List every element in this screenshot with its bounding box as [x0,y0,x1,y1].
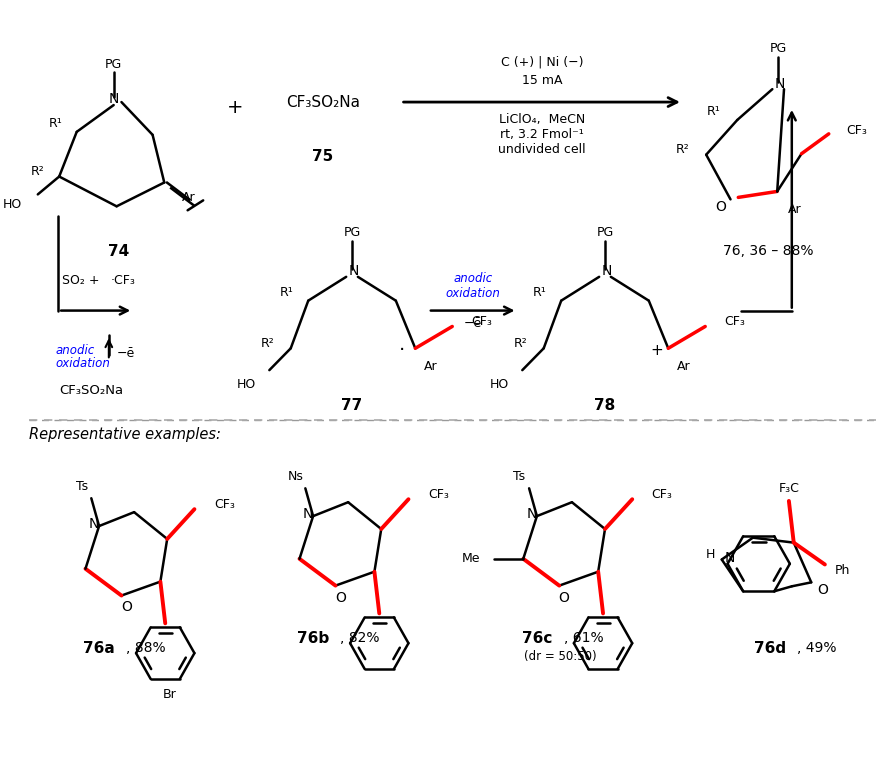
Text: ·: · [398,341,404,360]
Text: −ē: −ē [463,317,481,330]
Text: F₃C: F₃C [778,482,798,495]
Text: PG: PG [595,226,613,239]
Text: Ph: Ph [834,564,849,577]
Text: N: N [724,550,734,565]
Text: 76d: 76d [753,640,786,655]
Text: N: N [348,264,359,278]
Text: ·CF₃: ·CF₃ [111,274,136,287]
Text: (dr = 50:50): (dr = 50:50) [524,650,596,662]
Text: CF₃: CF₃ [427,488,448,501]
Text: CF₃SO₂Na: CF₃SO₂Na [285,95,360,110]
Text: R¹: R¹ [706,106,720,118]
Text: R²: R² [513,337,526,350]
Text: 76c: 76c [521,631,551,646]
Text: N: N [89,517,99,531]
Text: Ts: Ts [75,480,88,493]
Text: 76a: 76a [83,640,115,655]
Text: +: + [649,343,662,358]
Text: CF₃: CF₃ [471,315,492,328]
Text: CF₃: CF₃ [724,315,745,328]
Text: R²: R² [675,143,689,157]
Text: , 61%: , 61% [563,631,602,645]
Text: PG: PG [769,42,786,55]
Text: 76b: 76b [297,631,329,646]
Text: 77: 77 [341,399,362,413]
Text: Ts: Ts [513,470,525,483]
Text: rt, 3.2 Fmol⁻¹: rt, 3.2 Fmol⁻¹ [500,128,583,142]
Text: SO₂ +: SO₂ + [62,274,99,287]
Text: −ē: −ē [117,347,136,359]
Text: R¹: R¹ [532,287,546,299]
Text: PG: PG [343,226,361,239]
Text: 74: 74 [108,244,129,258]
Text: 15 mA: 15 mA [521,74,562,87]
Text: R²: R² [31,165,44,178]
Text: N: N [601,264,611,278]
Text: CF₃: CF₃ [651,488,672,501]
Text: N: N [303,507,313,521]
Text: undivided cell: undivided cell [497,143,585,157]
Text: N: N [108,92,119,106]
Text: CF₃: CF₃ [214,498,235,511]
Text: R²: R² [260,337,274,350]
Text: Ar: Ar [787,203,801,216]
Text: HO: HO [237,377,255,391]
Text: anodic: anodic [453,272,492,285]
Text: , 49%: , 49% [797,641,835,655]
Text: R¹: R¹ [280,287,293,299]
Text: N: N [774,78,784,91]
Text: O: O [817,583,828,597]
Text: Ar: Ar [676,359,690,373]
Text: oxidation: oxidation [55,357,110,370]
Text: +: + [227,98,244,117]
Text: Me: Me [462,552,480,565]
Text: O: O [714,200,726,215]
Text: Ar: Ar [182,191,195,204]
Text: oxidation: oxidation [445,287,500,300]
Text: CF₃SO₂Na: CF₃SO₂Na [59,384,123,396]
Text: , 88%: , 88% [126,641,166,655]
Text: O: O [558,590,569,604]
Text: H: H [704,548,714,561]
Text: HO: HO [3,198,22,211]
Text: CF₃: CF₃ [845,124,867,137]
Text: PG: PG [105,58,122,70]
Text: C (+) | Ni (−): C (+) | Ni (−) [500,56,582,69]
Text: N: N [526,507,537,521]
Text: 78: 78 [594,399,615,413]
Text: Ar: Ar [424,359,437,373]
Text: Ns: Ns [287,470,303,483]
Text: anodic: anodic [55,344,95,357]
Text: Representative examples:: Representative examples: [29,428,221,442]
Text: HO: HO [489,377,508,391]
Text: 75: 75 [312,150,333,164]
Text: Br: Br [163,688,177,702]
Text: 76, 36 – 88%: 76, 36 – 88% [722,244,812,258]
Text: O: O [335,590,346,604]
Text: LiClO₄,  MeCN: LiClO₄, MeCN [498,114,584,126]
Text: R¹: R¹ [49,117,62,131]
Text: , 82%: , 82% [339,631,379,645]
Text: O: O [120,601,132,615]
